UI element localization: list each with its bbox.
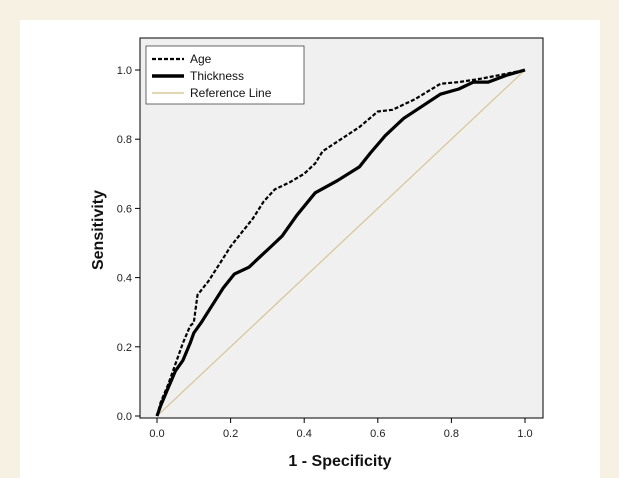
x-tick-label: 0.4 (297, 428, 312, 440)
x-tick-label: 0.0 (149, 428, 164, 440)
x-axis-title: 1 - Specificity (288, 453, 391, 470)
series-line-age (155, 68, 526, 417)
y-tick-label: 1.0 (117, 65, 132, 77)
legend-label-age: Age (190, 52, 212, 66)
series-line-reference-line (156, 69, 526, 417)
y-tick-label: 0.2 (117, 342, 132, 354)
y-tick-label: 0.6 (117, 203, 132, 215)
y-tick-label: 0.0 (117, 411, 132, 423)
x-tick-label: 1.0 (517, 428, 532, 440)
y-tick-label: 0.4 (117, 273, 132, 285)
y-axis-title: Sensitivity (90, 190, 107, 270)
chart-panel: 0.0 0.2 0.4 0.6 0.8 1.0 0.0 0.2 0.4 0.6 0.8 1.0 Age… (20, 20, 600, 478)
series-line-thickness (155, 68, 526, 417)
x-tick-label: 0.8 (444, 428, 459, 440)
legend-label-reference-line: Reference Line (190, 86, 272, 100)
x-tick-label: 0.6 (370, 428, 385, 440)
legend-label-thickness: Thickness (190, 69, 244, 83)
x-tick-label: 0.2 (223, 428, 238, 440)
y-tick-label: 0.8 (117, 134, 132, 146)
roc-chart: 0.0 0.2 0.4 0.6 0.8 1.0 0.0 0.2 0.4 0.6 0.8 1.0 Age… (90, 37, 544, 470)
